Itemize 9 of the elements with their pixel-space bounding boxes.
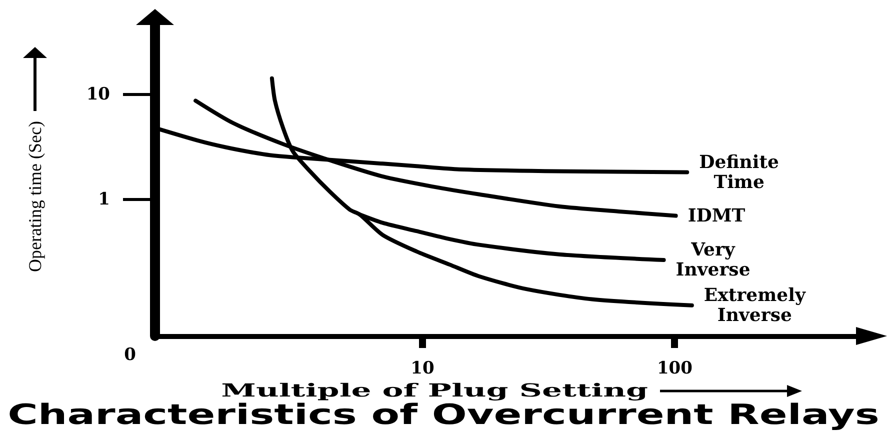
series-label: Extremely Inverse: [704, 284, 806, 326]
x-axis-title: Multiple of Plug Setting: [221, 380, 648, 402]
series-label: Definite Time: [699, 152, 779, 193]
series-label: Very Inverse: [676, 240, 750, 281]
y-tick-label: 1: [98, 190, 110, 210]
y-axis-title: Operating time (Sec): [25, 121, 45, 272]
text: 0: [124, 345, 136, 365]
series-label: IDMT: [688, 205, 746, 226]
x-tick-label: 100: [656, 358, 693, 378]
